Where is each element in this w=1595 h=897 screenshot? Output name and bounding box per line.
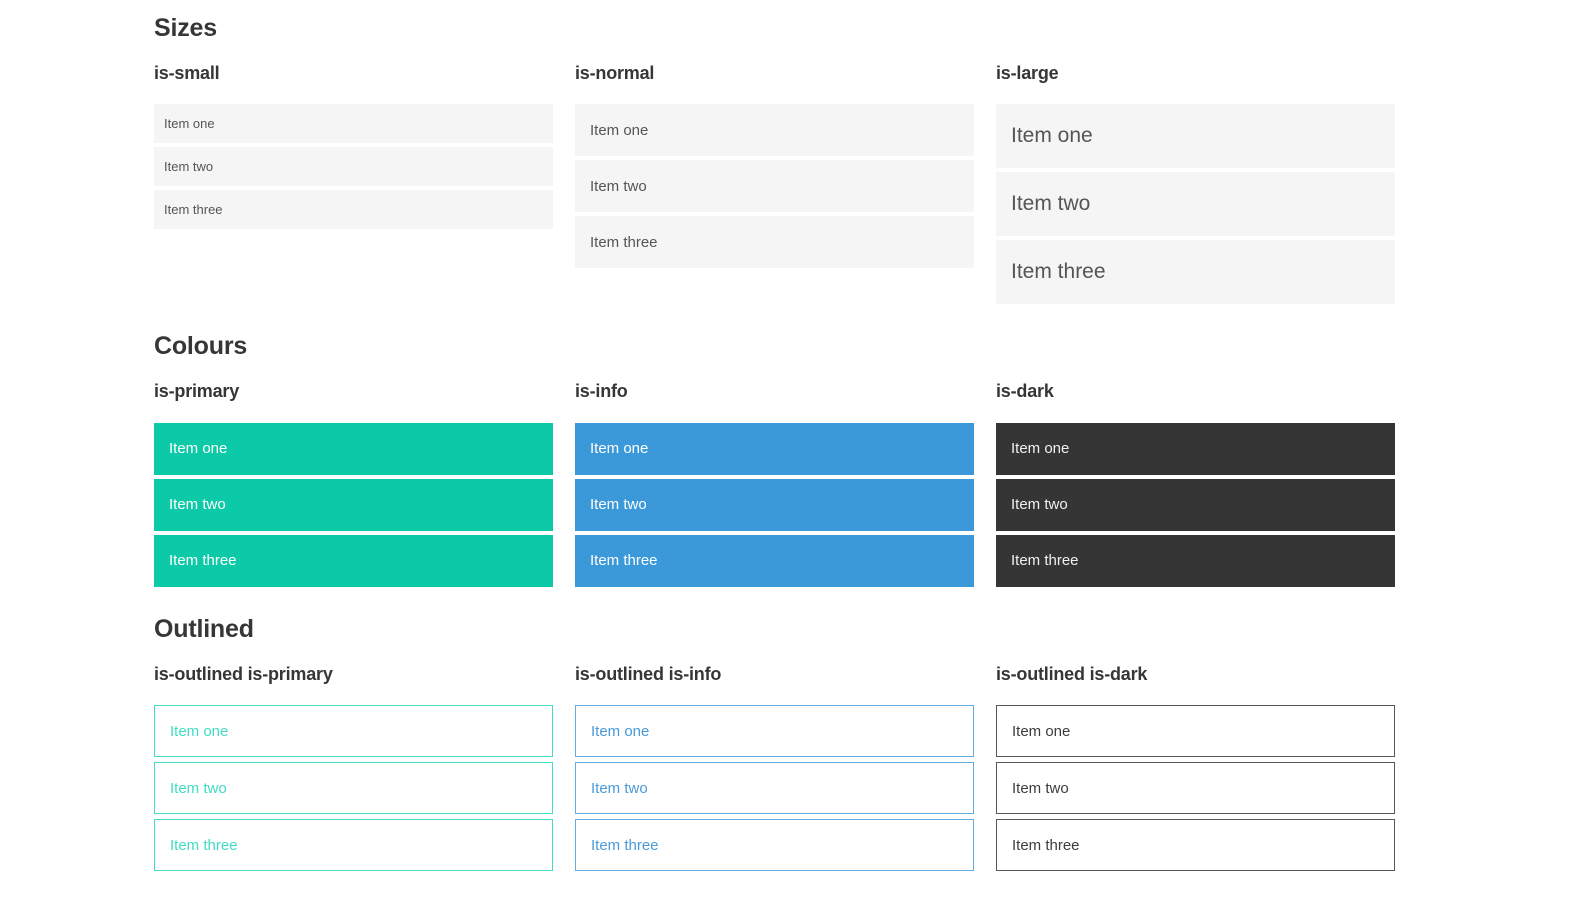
group-label: is-primary (154, 381, 240, 402)
outlined-columns: is-outlined is-primary Item one Item two… (154, 664, 1595, 877)
list-item[interactable]: Item three (996, 240, 1395, 305)
list-large: Item one Item two Item three (996, 104, 1395, 305)
list-item[interactable]: Item three (154, 534, 553, 587)
list-item[interactable]: Item one (154, 705, 553, 758)
section-outlined: Outlined is-outlined is-primary Item one… (154, 615, 1595, 876)
section-title: Colours (154, 332, 248, 361)
list-outlined-primary: Item one Item two Item three (154, 705, 553, 872)
list-outlined-info: Item one Item two Item three (575, 705, 974, 872)
list-item[interactable]: Item three (154, 190, 553, 230)
list-item[interactable]: Item one (996, 705, 1395, 758)
group-is-info: is-info Item one Item two Item three (575, 381, 974, 591)
list-item[interactable]: Item two (575, 478, 974, 531)
list-item[interactable]: Item one (996, 422, 1395, 475)
group-outlined-primary: is-outlined is-primary Item one Item two… (154, 664, 553, 877)
group-outlined-dark: is-outlined is-dark Item one Item two It… (996, 664, 1395, 877)
section-sizes: Sizes is-small Item one Item two Item th… (154, 14, 1595, 308)
list-item[interactable]: Item one (996, 104, 1395, 169)
list-item[interactable]: Item two (154, 478, 553, 531)
list-item[interactable]: Item two (996, 172, 1395, 237)
group-is-dark: is-dark Item one Item two Item three (996, 381, 1395, 591)
list-normal: Item one Item two Item three (575, 104, 974, 269)
group-label: is-outlined is-dark (996, 663, 1148, 684)
group-label: is-small (154, 62, 220, 83)
group-label: is-outlined is-primary (154, 663, 333, 684)
group-is-small: is-small Item one Item two Item three (154, 63, 553, 309)
list-item[interactable]: Item three (575, 534, 974, 587)
list-primary: Item one Item two Item three (154, 422, 553, 587)
sizes-columns: is-small Item one Item two Item three is… (154, 63, 1595, 309)
list-item[interactable]: Item two (996, 478, 1395, 531)
list-item[interactable]: Item three (575, 216, 974, 269)
list-info: Item one Item two Item three (575, 422, 974, 587)
list-item[interactable]: Item one (575, 705, 974, 758)
list-small: Item one Item two Item three (154, 104, 553, 230)
list-item[interactable]: Item two (996, 762, 1395, 815)
section-colours: Colours is-primary Item one Item two Ite… (154, 332, 1595, 590)
group-label: is-info (575, 381, 628, 402)
list-item[interactable]: Item one (154, 104, 553, 144)
group-label: is-normal (575, 62, 655, 83)
group-is-primary: is-primary Item one Item two Item three (154, 381, 553, 591)
list-outlined-dark: Item one Item two Item three (996, 705, 1395, 872)
list-item[interactable]: Item two (575, 160, 974, 213)
list-item[interactable]: Item one (575, 104, 974, 157)
group-label: is-large (996, 62, 1059, 83)
colours-columns: is-primary Item one Item two Item three … (154, 381, 1595, 591)
group-label: is-dark (996, 381, 1054, 402)
group-label: is-outlined is-info (575, 663, 722, 684)
list-item[interactable]: Item one (575, 422, 974, 475)
list-item[interactable]: Item two (154, 762, 553, 815)
section-title: Sizes (154, 14, 217, 42)
section-title: Outlined (154, 614, 254, 643)
group-outlined-info: is-outlined is-info Item one Item two It… (575, 664, 974, 877)
group-is-large: is-large Item one Item two Item three (996, 63, 1395, 309)
list-item[interactable]: Item two (154, 147, 553, 187)
group-is-normal: is-normal Item one Item two Item three (575, 63, 974, 309)
list-item[interactable]: Item three (996, 534, 1395, 587)
list-item[interactable]: Item two (575, 762, 974, 815)
list-item[interactable]: Item three (154, 819, 553, 872)
list-dark: Item one Item two Item three (996, 422, 1395, 587)
list-item[interactable]: Item three (575, 819, 974, 872)
list-item[interactable]: Item one (154, 422, 553, 475)
list-item[interactable]: Item three (996, 819, 1395, 872)
